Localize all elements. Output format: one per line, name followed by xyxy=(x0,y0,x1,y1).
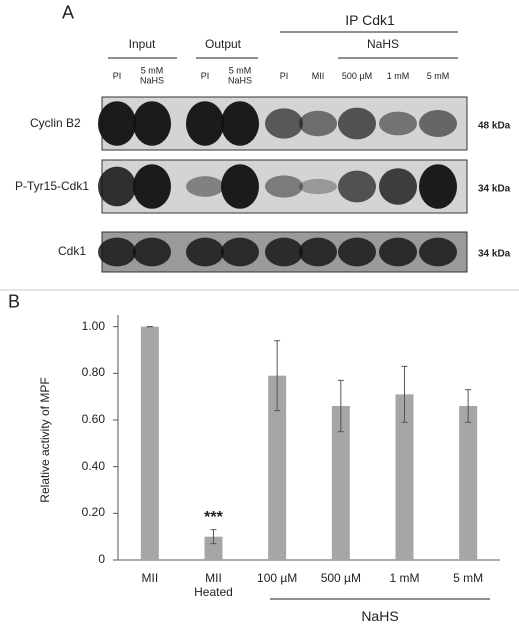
bar xyxy=(204,536,223,560)
blot-band xyxy=(133,164,171,209)
blot-band xyxy=(379,168,417,205)
x-tick-label: 5 mM xyxy=(453,571,484,585)
error-bar xyxy=(465,389,472,423)
panel-label: A xyxy=(61,2,75,23)
group-label: Input xyxy=(128,37,156,52)
row-label: P-Tyr15-Cdk1 xyxy=(15,178,90,193)
error-bar xyxy=(401,365,408,423)
error-bar xyxy=(210,529,217,545)
y-tick-label: 1.00 xyxy=(81,318,105,333)
x-tick-label: 1 mM xyxy=(389,571,420,585)
x-tick-label: 500 µM xyxy=(320,571,361,585)
blot-band xyxy=(186,101,224,146)
blot-band xyxy=(186,176,224,197)
annotation: *** xyxy=(204,508,223,526)
lane-label: PI xyxy=(279,70,289,81)
row-label: Cyclin B2 xyxy=(30,115,81,130)
lane-label: PI xyxy=(200,70,210,81)
group-label: NaHS xyxy=(361,607,399,624)
y-tick-label: 0 xyxy=(98,552,105,567)
lane-label: 1 mM xyxy=(386,70,410,81)
bar xyxy=(395,394,414,560)
y-tick-label: 0.40 xyxy=(81,458,105,473)
blot-band xyxy=(379,237,417,267)
blot-band xyxy=(98,101,136,146)
error-bar xyxy=(274,340,281,412)
lane-label: 5 mM NaHS xyxy=(227,65,252,86)
blot-band xyxy=(265,175,303,198)
kda-label: 34 kDa xyxy=(478,182,511,194)
bar xyxy=(331,406,350,560)
blot-band xyxy=(338,107,376,140)
blot-band xyxy=(299,110,337,137)
bar xyxy=(459,406,478,560)
blot-band xyxy=(133,101,171,146)
blot-band xyxy=(98,237,136,267)
error-bar xyxy=(337,379,344,433)
blot-band xyxy=(265,237,303,267)
bar xyxy=(140,326,159,560)
kda-label: 34 kDa xyxy=(478,248,511,260)
blot-band xyxy=(419,237,457,267)
blot-band xyxy=(186,237,224,267)
group-label: Output xyxy=(204,37,242,52)
blot-band xyxy=(379,111,417,136)
blot-band xyxy=(265,108,303,139)
blot-band xyxy=(221,237,259,267)
x-tick-label: MII xyxy=(141,571,159,585)
bar xyxy=(268,375,287,560)
x-tick-label: MII Heated xyxy=(194,571,233,599)
lane-label: 500 µM xyxy=(341,70,373,81)
y-tick-label: 0.20 xyxy=(81,505,105,520)
blot-band xyxy=(133,237,171,267)
blot-band xyxy=(98,166,136,207)
y-tick-label: 0.80 xyxy=(81,365,105,380)
blot-band xyxy=(338,170,376,203)
blot-band xyxy=(221,101,259,146)
blot-band xyxy=(419,109,457,138)
lane-label: 5 mM xyxy=(426,70,450,81)
group-label: NaHS xyxy=(366,37,400,52)
blot-band xyxy=(299,178,337,195)
blot-band xyxy=(299,237,337,267)
x-tick-label: 100 µM xyxy=(257,571,298,585)
blot-band xyxy=(419,164,457,209)
lane-label: MII xyxy=(311,70,325,81)
y-axis-label: Relative activity of MPF xyxy=(38,377,53,503)
lane-label: 5 mM NaHS xyxy=(139,65,164,86)
blot-band xyxy=(221,164,259,209)
row-label: Cdk1 xyxy=(58,244,87,259)
ip-label: IP Cdk1 xyxy=(345,11,395,28)
kda-label: 48 kDa xyxy=(478,119,511,131)
panel-label: B xyxy=(7,291,21,312)
lane-label: PI xyxy=(112,70,122,81)
y-tick-label: 0.60 xyxy=(81,412,105,427)
blot-band xyxy=(338,237,376,267)
